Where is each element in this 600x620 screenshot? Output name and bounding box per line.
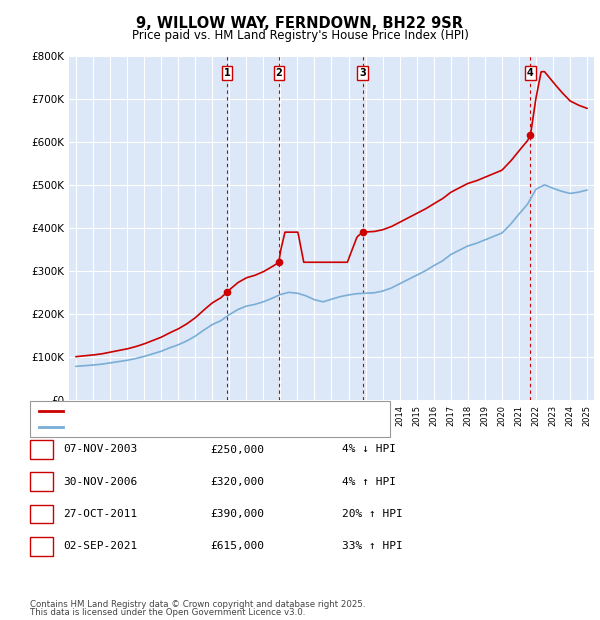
Text: £615,000: £615,000	[210, 541, 264, 551]
Text: 07-NOV-2003: 07-NOV-2003	[63, 445, 137, 454]
Text: 9, WILLOW WAY, FERNDOWN, BH22 9SR (detached house): 9, WILLOW WAY, FERNDOWN, BH22 9SR (detac…	[67, 406, 370, 416]
Text: £250,000: £250,000	[210, 445, 264, 454]
Text: 2: 2	[275, 68, 283, 78]
Text: 27-OCT-2011: 27-OCT-2011	[63, 509, 137, 519]
Text: £390,000: £390,000	[210, 509, 264, 519]
Text: 4: 4	[38, 541, 45, 551]
Text: 4% ↓ HPI: 4% ↓ HPI	[342, 445, 396, 454]
Text: 4% ↑ HPI: 4% ↑ HPI	[342, 477, 396, 487]
Text: 4: 4	[527, 68, 534, 78]
Text: 1: 1	[38, 445, 45, 454]
Text: 02-SEP-2021: 02-SEP-2021	[63, 541, 137, 551]
Text: Contains HM Land Registry data © Crown copyright and database right 2025.: Contains HM Land Registry data © Crown c…	[30, 600, 365, 609]
Text: 2: 2	[38, 477, 45, 487]
Text: 9, WILLOW WAY, FERNDOWN, BH22 9SR: 9, WILLOW WAY, FERNDOWN, BH22 9SR	[137, 16, 464, 31]
Text: £320,000: £320,000	[210, 477, 264, 487]
Text: HPI: Average price, detached house, Dorset: HPI: Average price, detached house, Dors…	[67, 422, 295, 432]
Text: This data is licensed under the Open Government Licence v3.0.: This data is licensed under the Open Gov…	[30, 608, 305, 617]
Text: 3: 3	[38, 509, 45, 519]
Text: 20% ↑ HPI: 20% ↑ HPI	[342, 509, 403, 519]
Text: Price paid vs. HM Land Registry's House Price Index (HPI): Price paid vs. HM Land Registry's House …	[131, 30, 469, 42]
Text: 1: 1	[223, 68, 230, 78]
Text: 30-NOV-2006: 30-NOV-2006	[63, 477, 137, 487]
Text: 3: 3	[359, 68, 366, 78]
Text: 33% ↑ HPI: 33% ↑ HPI	[342, 541, 403, 551]
